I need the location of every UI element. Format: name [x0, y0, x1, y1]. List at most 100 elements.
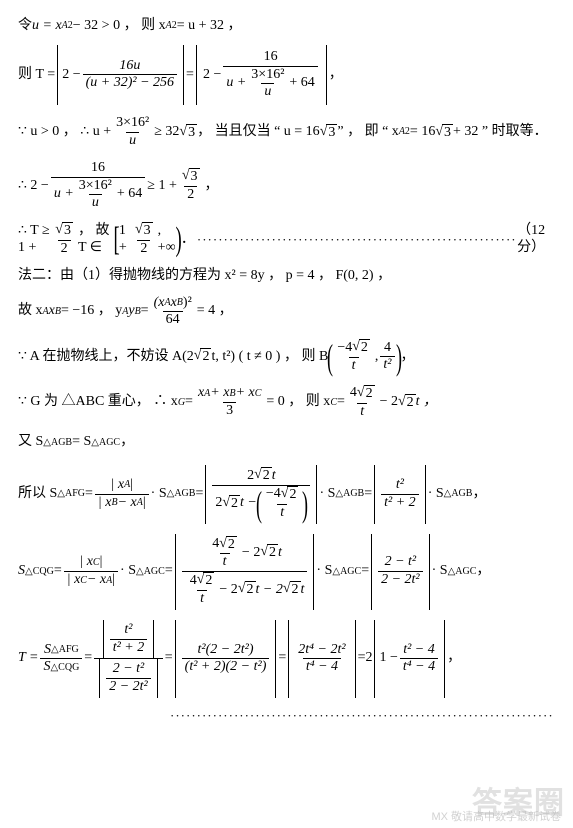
text: u = x: [32, 18, 62, 35]
fraction: xA + xB + xC 3: [195, 385, 264, 420]
fraction: √3 2: [52, 222, 76, 258]
num: 4√2 t − 2√2t: [204, 536, 285, 572]
text: = u + 32 ，: [177, 18, 242, 35]
text: ，: [329, 67, 343, 84]
text: ，: [120, 434, 134, 451]
dot-leader: ········································…: [195, 232, 517, 248]
text: =: [141, 303, 149, 320]
num: t²: [393, 477, 407, 494]
text: 2: [365, 650, 372, 667]
text: ∴ T ≥ 1 +: [18, 223, 50, 257]
text: 2 −: [203, 67, 221, 84]
num: | xA |: [108, 477, 136, 494]
fraction: 3×16² u: [76, 178, 115, 213]
num: (xAxB)²: [151, 295, 195, 312]
right-paren-icon: ): [175, 225, 181, 255]
sqrt: √2: [194, 348, 212, 366]
den: t²: [380, 356, 394, 374]
den: t⁴ − 4: [303, 658, 341, 676]
num: 3×16²: [248, 67, 287, 84]
text: t, t²) ( t ≠ 0 ) ， 则 B: [211, 349, 328, 366]
text: =: [361, 563, 369, 580]
text: + 64: [289, 75, 314, 92]
text: 令: [18, 18, 32, 35]
watermark-subtext: MX 敬请高中数学最新试卷: [431, 811, 561, 824]
fraction: t²t² + 2 2 − t²2 − 2t²: [94, 620, 163, 698]
text: 则 T =: [18, 67, 55, 84]
text: =: [195, 486, 203, 503]
num: 16: [88, 160, 108, 177]
text: 故 x: [18, 303, 43, 320]
fraction: 2 − t² 2 − 2t²: [378, 554, 423, 589]
den: | xB − xA |: [95, 494, 149, 512]
num: | xC |: [76, 554, 105, 571]
text: ∵ u > 0 ， ∴ u +: [18, 124, 111, 141]
den: 3: [223, 402, 236, 420]
sqrt: √3: [320, 124, 338, 142]
num: t²(2 − 2t²): [195, 642, 257, 659]
text: =: [278, 650, 286, 667]
text: − 32 > 0 ， 则 x: [73, 18, 166, 35]
sqrt: √2: [398, 394, 416, 412]
num: S△AFG: [41, 642, 82, 659]
den: (u + 32)² − 256: [83, 74, 177, 92]
num: 2t⁴ − 2t²: [295, 642, 348, 659]
fraction: S△AFG S△CQG: [40, 642, 82, 677]
den: 2 − t²2 − 2t²: [94, 658, 163, 698]
fraction: t²(2 − 2t²) (t² + 2)(2 − t²): [182, 642, 270, 677]
text: =: [364, 486, 372, 503]
text: = 4 ，: [197, 303, 233, 320]
fraction: 16 u + 3×16² u + 64: [223, 49, 317, 101]
text: · S: [432, 563, 448, 580]
text: =: [186, 67, 194, 84]
line-2: 则 T = 2 − 16u (u + 32)² − 256 = 2 − 16 u…: [18, 45, 553, 105]
den: S△CQG: [40, 658, 82, 676]
sub: C: [330, 397, 337, 409]
text: ，: [447, 650, 461, 667]
den: t² + 2: [381, 494, 419, 512]
text: = 0 ， 则 x: [266, 394, 330, 411]
fraction: 3×16² u: [248, 67, 287, 102]
abs: t²(2 − 2t²) (t² + 2)(2 − t²): [175, 620, 277, 698]
fraction: −4√2 t: [334, 339, 373, 375]
left-bracket-icon: [: [113, 225, 119, 255]
fraction: 4 t²: [380, 340, 394, 375]
fraction: 4√2 t: [347, 385, 378, 421]
num: xA + xB + xC: [195, 385, 264, 402]
text: 1 −: [379, 650, 397, 667]
text: ,: [375, 349, 379, 366]
den: 64: [163, 311, 183, 329]
text: ，: [472, 486, 486, 503]
line-3: ∵ u > 0 ， ∴ u + 3×16² u ≥ 32 √3 ， 当且仅当 “…: [18, 115, 553, 150]
fraction: t² − 4 t⁴ − 4: [400, 642, 438, 677]
den: u + 3×16² u + 64: [51, 177, 145, 213]
abs: 2 − 16 u + 3×16² u + 64: [196, 45, 327, 105]
num: t²t² + 2: [98, 620, 160, 659]
line-5: ∴ T ≥ 1 + √3 2 ， 故 T ∈ [ 1 + √3 2 , +∞ )…: [18, 222, 553, 258]
fraction: 2t⁴ − 2t² t⁴ − 4: [295, 642, 348, 677]
text: ≥ 32: [154, 124, 179, 141]
text: ，: [401, 349, 415, 366]
abs: 1 − t² − 4 t⁴ − 4: [374, 620, 445, 698]
fraction: −4√2 t: [263, 486, 302, 522]
den: 2 − 2t²: [378, 571, 423, 589]
text: =: [84, 650, 92, 667]
num: −4√2: [263, 486, 302, 504]
text: ， 当且仅当 “ u = 16: [197, 124, 320, 141]
line-10: 又 S △AGB = S △AGC ，: [18, 434, 553, 451]
num: 4√2: [347, 385, 378, 403]
sub: △AGB: [43, 437, 72, 449]
text: 又 S: [18, 434, 43, 451]
den: 2: [184, 186, 197, 204]
watermark-text: 答案圈: [472, 786, 565, 822]
text: 法二：由（1）得抛物线的方程为 x² = 8y ， p = 4 ， F(0, 2…: [18, 268, 391, 285]
den: 2: [137, 240, 150, 258]
den: t: [220, 553, 230, 571]
line-4: ∴ 2 − 16 u + 3×16² u + 64 ≥ 1 + √3 2 ，: [18, 160, 553, 212]
text: ，: [205, 178, 219, 195]
text: =: [85, 486, 93, 503]
text: · S: [151, 486, 167, 503]
fraction: 2√2t 2√2t − ( −4√2 t ): [212, 467, 310, 521]
num: 2√2t: [244, 467, 279, 485]
line-12: S △CQG = | xC | | xC − xA | · S△AGC = 4√…: [18, 534, 553, 610]
